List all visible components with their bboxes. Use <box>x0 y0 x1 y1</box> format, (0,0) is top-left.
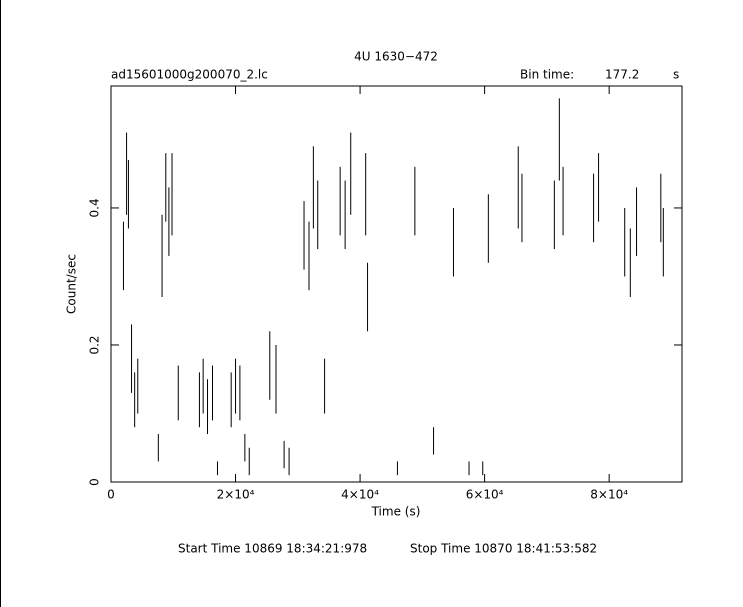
x-tick-label: 4×10⁴ <box>341 488 379 502</box>
stop-time: Stop Time 10870 18:41:53:582 <box>410 542 597 556</box>
y-axis-label: Count/sec <box>65 254 79 314</box>
bin-time-unit: s <box>673 68 679 82</box>
bin-time-label: Bin time: <box>520 68 574 82</box>
chart-title: 4U 1630−472 <box>354 50 438 64</box>
x-tick-label: 2×10⁴ <box>217 488 255 502</box>
x-tick-label: 0 <box>107 488 115 502</box>
bin-time: 177.2 <box>605 68 639 82</box>
y-tick-label: 0.2 <box>88 335 102 354</box>
file-label: ad15601000g200070_2.lc <box>111 68 268 82</box>
y-tick-label: 0.4 <box>88 198 102 217</box>
x-axis-label: Time (s) <box>371 505 421 519</box>
plot-frame <box>110 85 683 483</box>
y-tick-label: 0 <box>88 478 102 486</box>
x-tick-label: 8×10⁴ <box>590 488 628 502</box>
start-time: Start Time 10869 18:34:21:978 <box>178 542 367 556</box>
x-tick-label: 6×10⁴ <box>466 488 504 502</box>
